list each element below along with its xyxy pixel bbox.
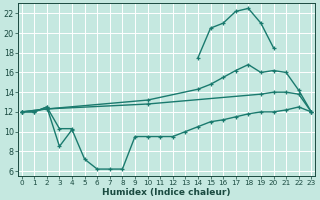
X-axis label: Humidex (Indice chaleur): Humidex (Indice chaleur): [102, 188, 231, 197]
